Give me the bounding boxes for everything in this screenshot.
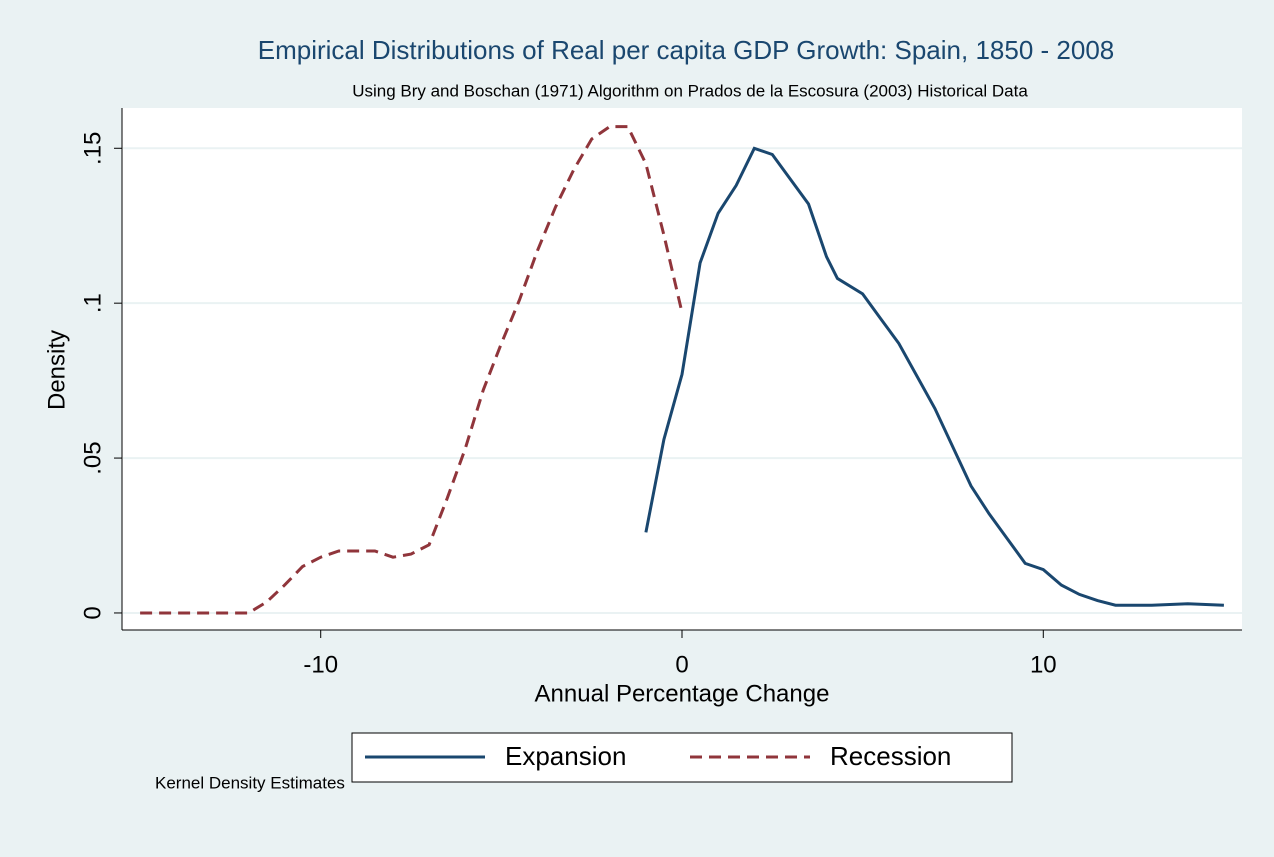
x-tick-label: -10 bbox=[303, 651, 338, 678]
y-tick-label: .05 bbox=[79, 441, 106, 474]
y-axis-title: Density bbox=[43, 330, 70, 410]
y-tick-label: .1 bbox=[79, 293, 106, 313]
y-tick-label: 0 bbox=[79, 606, 106, 619]
chart-subtitle: Using Bry and Boschan (1971) Algorithm o… bbox=[352, 81, 1028, 100]
x-tick-label: 0 bbox=[675, 651, 688, 678]
x-tick-label: 10 bbox=[1030, 651, 1057, 678]
chart-title: Empirical Distributions of Real per capi… bbox=[258, 35, 1115, 65]
series-line bbox=[644, 146, 1224, 607]
legend-label: Expansion bbox=[505, 741, 626, 771]
legend-label: Recession bbox=[830, 741, 951, 771]
y-tick-label: .15 bbox=[79, 132, 106, 165]
series-line bbox=[140, 125, 684, 615]
x-axis-title: Annual Percentage Change bbox=[535, 680, 830, 707]
note: Kernel Density Estimates bbox=[155, 773, 345, 792]
